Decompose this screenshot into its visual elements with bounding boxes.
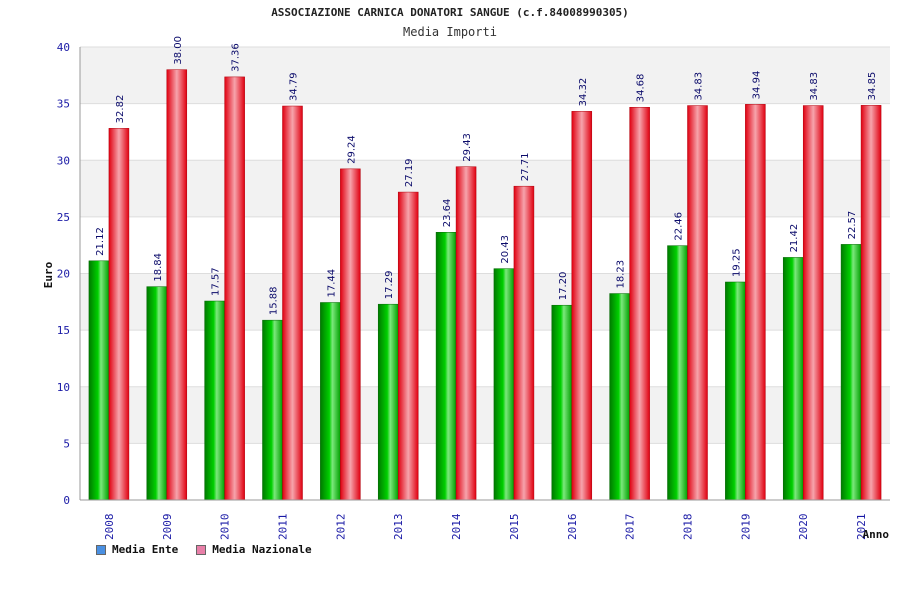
- legend-item-media-nazionale: Media Nazionale: [196, 543, 312, 556]
- bar-media-ente-2011: [262, 319, 283, 501]
- grid-band: [80, 386, 890, 444]
- legend-item-media-ente: Media Ente: [96, 543, 178, 556]
- x-tick-label: 2011: [277, 514, 290, 541]
- legend-label-media-nazionale: Media Nazionale: [212, 543, 312, 556]
- x-tick-label: 2008: [103, 514, 116, 541]
- y-tick-label: 20: [57, 268, 70, 281]
- bar-media-nazionale-2008: [108, 128, 130, 501]
- x-tick-label: 2013: [392, 514, 405, 541]
- data-label: 37.36: [231, 43, 242, 72]
- bar-media-ente-2021: [840, 244, 862, 501]
- y-axis-label: Euro: [42, 261, 55, 288]
- chart-subtitle: Media Importi: [403, 25, 497, 39]
- bar-media-nazionale-2016: [571, 111, 593, 501]
- data-label: 21.42: [789, 224, 800, 253]
- x-tick-label: 2016: [566, 514, 579, 541]
- data-label: 23.64: [442, 199, 453, 228]
- x-tick-label: 2017: [624, 514, 637, 541]
- data-label: 38.00: [173, 36, 184, 65]
- data-label: 34.83: [809, 72, 820, 101]
- bar-media-nazionale-2012: [340, 168, 361, 501]
- bar-media-ente-2010: [204, 300, 225, 501]
- data-label: 17.44: [326, 269, 337, 298]
- data-label: 18.84: [153, 253, 164, 282]
- data-label: 27.71: [520, 153, 531, 182]
- data-label: 22.57: [847, 211, 858, 240]
- bar-media-ente-2019: [725, 281, 746, 501]
- data-label: 20.43: [500, 235, 511, 264]
- x-tick-label: 2019: [739, 514, 752, 541]
- bar-media-nazionale-2020: [802, 105, 824, 501]
- bar-media-nazionale-2017: [629, 106, 650, 501]
- x-tick-label: 2012: [334, 514, 347, 541]
- x-tick-label: 2015: [508, 514, 521, 541]
- bar-media-nazionale-2021: [860, 105, 882, 501]
- bar-media-nazionale-2009: [166, 69, 188, 501]
- data-label: 34.79: [289, 72, 300, 101]
- bar-media-ente-2016: [551, 304, 573, 501]
- x-tick-label: 2009: [161, 514, 174, 541]
- data-label: 17.20: [558, 272, 569, 301]
- data-label: 32.82: [115, 95, 126, 124]
- bar-media-ente-2013: [377, 303, 399, 501]
- data-label: 34.32: [578, 78, 589, 107]
- data-label: 17.29: [384, 271, 395, 300]
- bar-media-ente-2008: [88, 260, 110, 501]
- x-tick-label: 2010: [219, 514, 232, 541]
- data-label: 17.57: [211, 267, 222, 296]
- bar-media-nazionale-2018: [687, 105, 708, 501]
- bar-media-ente-2012: [320, 302, 341, 501]
- bar-media-nazionale-2010: [224, 76, 245, 501]
- data-label: 15.88: [269, 287, 280, 316]
- bar-media-ente-2017: [609, 293, 630, 501]
- data-label: 21.12: [95, 227, 106, 256]
- y-tick-label: 5: [63, 437, 70, 450]
- legend-swatch-media-ente: [96, 544, 106, 555]
- x-tick-label: 2018: [682, 514, 695, 541]
- y-tick-label: 15: [57, 324, 70, 337]
- y-tick-label: 10: [57, 381, 70, 394]
- data-label: 22.46: [674, 212, 685, 241]
- y-tick-label: 40: [57, 41, 70, 54]
- bar-media-nazionale-2019: [745, 104, 766, 501]
- data-label: 34.83: [694, 72, 705, 101]
- data-label: 19.25: [731, 248, 742, 277]
- bar-media-nazionale-2013: [397, 191, 419, 501]
- data-label: 27.19: [404, 158, 415, 187]
- bar-media-nazionale-2014: [455, 166, 477, 501]
- bar-media-ente-2020: [782, 257, 804, 501]
- data-label: 29.43: [462, 133, 473, 162]
- chart-title: ASSOCIAZIONE CARNICA DONATORI SANGUE (c.…: [271, 6, 629, 19]
- data-label: 29.24: [346, 135, 357, 164]
- x-tick-label: 2021: [855, 514, 868, 541]
- y-tick-label: 0: [63, 494, 70, 507]
- grid-band: [80, 160, 890, 217]
- y-tick-label: 25: [57, 211, 70, 224]
- bar-media-ente-2009: [146, 286, 168, 501]
- y-tick-label: 35: [57, 98, 70, 111]
- legend: Media Ente Media Nazionale: [96, 543, 312, 556]
- legend-label-media-ente: Media Ente: [112, 543, 179, 556]
- data-label: 18.23: [616, 260, 627, 289]
- bar-media-nazionale-2015: [513, 185, 535, 501]
- bar-media-ente-2018: [667, 245, 688, 501]
- x-axis-label: Anno: [863, 528, 890, 541]
- x-tick-label: 2020: [797, 514, 810, 541]
- legend-swatch-media-nazionale: [196, 544, 207, 555]
- grid-band: [80, 47, 890, 104]
- bar-media-ente-2014: [435, 232, 457, 501]
- data-label: 34.94: [751, 71, 762, 100]
- data-label: 34.68: [636, 74, 647, 103]
- data-label: 34.85: [867, 72, 878, 101]
- grid-band: [80, 273, 890, 331]
- x-tick-label: 2014: [450, 513, 463, 540]
- y-tick-label: 30: [57, 154, 70, 167]
- bar-media-nazionale-2011: [282, 105, 303, 501]
- bar-media-ente-2015: [493, 268, 515, 501]
